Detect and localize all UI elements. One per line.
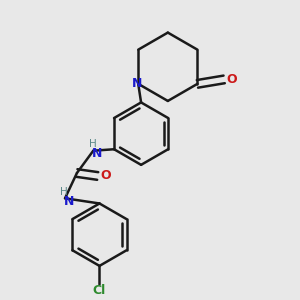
Text: N: N [92, 147, 102, 160]
Text: H: H [89, 139, 97, 149]
Text: H: H [60, 187, 68, 197]
Text: Cl: Cl [93, 284, 106, 297]
Text: N: N [63, 195, 74, 208]
Text: O: O [226, 73, 237, 86]
Text: O: O [100, 169, 111, 182]
Text: N: N [132, 77, 142, 90]
